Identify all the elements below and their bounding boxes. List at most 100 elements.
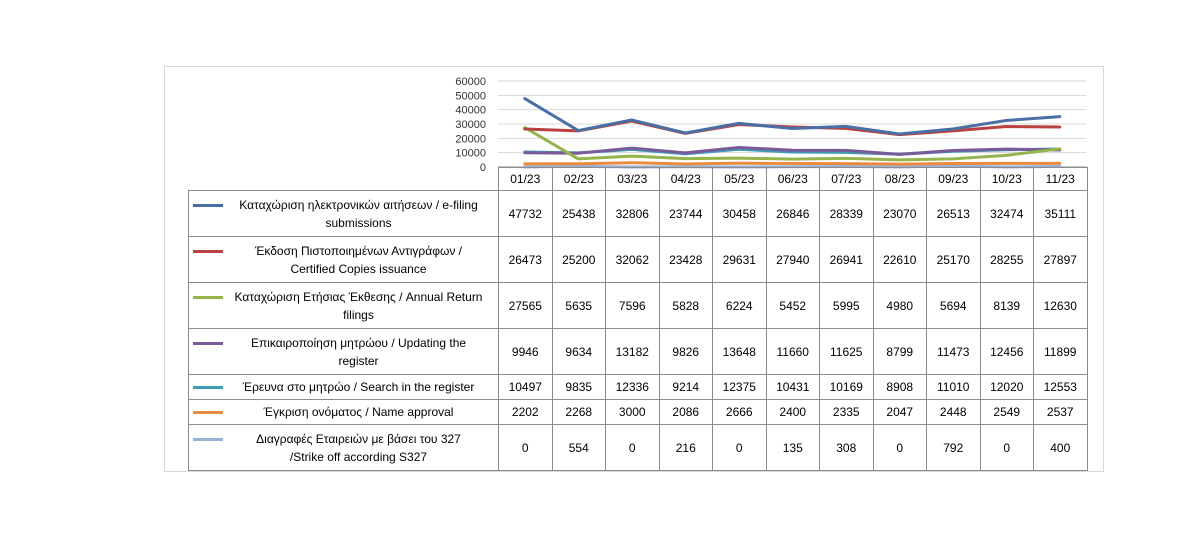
category-label: 09/23 [926, 167, 981, 191]
data-value-cell: 135 [765, 424, 820, 471]
data-value-cell: 35111 [1033, 190, 1088, 237]
data-value-cell: 26941 [819, 236, 874, 283]
table-row: Καταχώριση ηλεκτρονικών αιτήσεων / e-fil… [188, 190, 1088, 237]
data-value-cell: 2086 [658, 399, 713, 425]
data-value-cell: 12020 [979, 374, 1034, 400]
data-value-cell: 0 [605, 424, 660, 471]
series-label-line: Καταχώριση Ετήσιας Έκθεσης / Annual Retu… [234, 289, 483, 304]
data-value-cell: 5995 [819, 282, 874, 329]
category-label: 10/23 [979, 167, 1034, 191]
data-value-cell: 12336 [605, 374, 660, 400]
data-value-cell: 5635 [551, 282, 606, 329]
series-line [523, 125, 1062, 162]
series-legend-cell: Διαγραφές Εταιρειών με βάσει του 327/Str… [188, 424, 499, 471]
data-value-cell: 2666 [712, 399, 767, 425]
category-label: 05/23 [712, 167, 767, 191]
data-value-cell: 11473 [926, 328, 981, 375]
data-value-cell: 9634 [551, 328, 606, 375]
data-value-cell: 2400 [765, 399, 820, 425]
data-value-cell: 8799 [872, 328, 927, 375]
data-value-cell: 27940 [765, 236, 820, 283]
data-value-cell: 2335 [819, 399, 874, 425]
series-label-line: Επικαιροποίηση μητρώου / Updating the [250, 335, 467, 350]
data-value-cell: 8908 [872, 374, 927, 400]
data-value-cell: 2537 [1033, 399, 1088, 425]
data-value-cell: 216 [658, 424, 713, 471]
legend-key [193, 249, 223, 253]
series-legend-cell: Έκδοση Πιστοποιημένων Αντιγράφων / Certif… [188, 236, 499, 283]
data-value-cell: 26846 [765, 190, 820, 237]
table-row: Έγκριση ονόματος / Name approval 2202 2268… [188, 399, 1088, 425]
y-tick-label: 60000 [455, 76, 486, 88]
data-value-cell: 9826 [658, 328, 713, 375]
data-value-cell: 4980 [872, 282, 927, 329]
y-tick-label: 40000 [455, 105, 486, 117]
data-value-cell: 308 [819, 424, 874, 471]
data-value-cell: 10431 [765, 374, 820, 400]
data-value-cell: 11625 [819, 328, 874, 375]
data-value-cell: 2549 [979, 399, 1034, 425]
data-value-cell: 25200 [551, 236, 606, 283]
data-value-cell: 47732 [498, 190, 553, 237]
table-row: Επικαιροποίηση μητρώου / Updating the reg… [188, 328, 1088, 375]
series-label-line: /Strike off according S327 [289, 449, 428, 464]
series-label-line: filings [343, 307, 374, 322]
data-value-cell: 23428 [658, 236, 713, 283]
y-tick-label: 50000 [455, 90, 486, 102]
series-label: Καταχώριση ηλεκτρονικών αιτήσεων / e-fil… [223, 196, 494, 232]
data-value-cell: 26473 [498, 236, 553, 283]
data-value-cell: 9214 [658, 374, 713, 400]
data-value-cell: 7596 [605, 282, 660, 329]
legend-key [193, 341, 223, 345]
data-value-cell: 25438 [551, 190, 606, 237]
data-value-cell: 32062 [605, 236, 660, 283]
series-legend-cell: Επικαιροποίηση μητρώου / Updating the reg… [188, 328, 499, 375]
series-label-line: Έκδοση Πιστοποιημένων Αντιγράφων / [254, 243, 463, 258]
series-legend-cell: Έρευνα στο μητρώο / Search in the regist… [188, 374, 499, 400]
data-value-cell: 11660 [765, 328, 820, 375]
data-value-cell: 2047 [872, 399, 927, 425]
table-row: Έρευνα στο μητρώο / Search in the regist… [188, 374, 1088, 400]
category-label: 03/23 [605, 167, 660, 191]
data-value-cell: 29631 [712, 236, 767, 283]
series-legend-cell: Καταχώριση Ετήσιας Έκθεσης / Annual Retu… [188, 282, 499, 329]
data-value-cell: 23070 [872, 190, 927, 237]
data-value-cell: 9835 [551, 374, 606, 400]
data-value-cell: 27897 [1033, 236, 1088, 283]
y-tick-label: 10000 [455, 148, 486, 160]
series-label: Έγκριση ονόματος / Name approval [223, 403, 494, 421]
data-value-cell: 32474 [979, 190, 1034, 237]
legend-key [193, 386, 223, 389]
data-value-cell: 10169 [819, 374, 874, 400]
data-value-cell: 13648 [712, 328, 767, 375]
data-value-cell: 25170 [926, 236, 981, 283]
data-value-cell: 23744 [658, 190, 713, 237]
data-value-cell: 12375 [712, 374, 767, 400]
data-value-cell: 30458 [712, 190, 767, 237]
data-table: 01/23 02/23 03/23 04/23 05/23 06/23 07/23 08/23… [188, 167, 1088, 471]
legend-key [193, 437, 223, 441]
series-label-line: submissions [325, 215, 392, 230]
category-label: 08/23 [872, 167, 927, 191]
data-value-cell: 32806 [605, 190, 660, 237]
table-row: Διαγραφές Εταιρειών με βάσει του 327/Str… [188, 424, 1088, 471]
data-value-cell: 0 [872, 424, 927, 471]
data-value-cell: 0 [498, 424, 553, 471]
series-label-line: Certified Copies issuance [290, 261, 427, 276]
table-header-row: 01/23 02/23 03/23 04/23 05/23 06/23 07/23 08/23… [188, 167, 1088, 191]
series-label: Καταχώριση Ετήσιας Έκθεσης / Annual Retu… [223, 288, 494, 324]
y-tick-label: 20000 [455, 133, 486, 145]
category-label: 01/23 [498, 167, 553, 191]
data-value-cell: 28339 [819, 190, 874, 237]
data-value-cell: 28255 [979, 236, 1034, 283]
series-label: Επικαιροποίηση μητρώου / Updating the reg… [223, 334, 494, 370]
data-value-cell: 12630 [1033, 282, 1088, 329]
y-tick-label: 30000 [455, 119, 486, 131]
series-label-line: Καταχώριση ηλεκτρονικών αιτήσεων / e-fil… [239, 197, 478, 212]
series-label: Έρευνα στο μητρώο / Search in the regist… [223, 378, 494, 396]
data-value-cell: 12456 [979, 328, 1034, 375]
series-line [523, 161, 1062, 166]
data-value-cell: 10497 [498, 374, 553, 400]
series-legend-cell: Έγκριση ονόματος / Name approval [188, 399, 499, 425]
category-label: 06/23 [765, 167, 820, 191]
